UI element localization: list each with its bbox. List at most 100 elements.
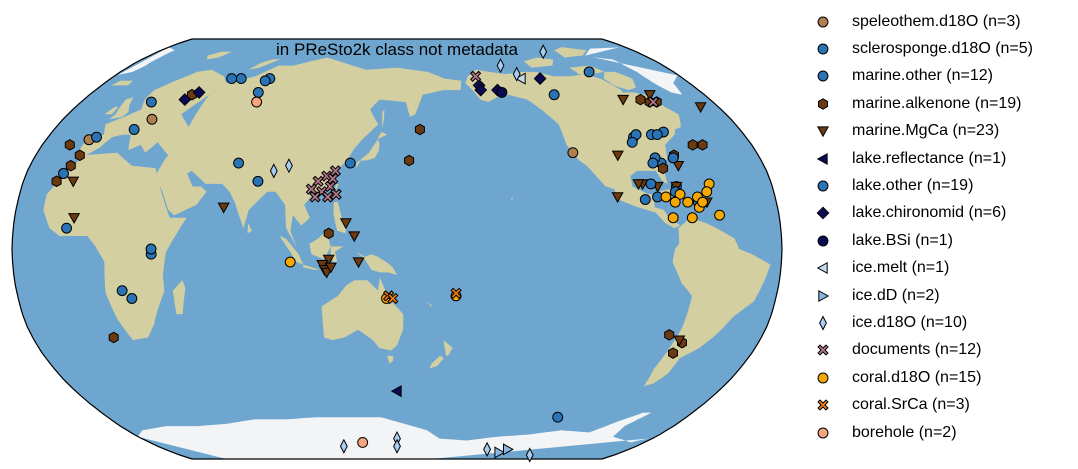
site-marker-documents	[469, 70, 482, 82]
legend-marker-icon	[816, 206, 830, 220]
land-nz_south	[429, 355, 444, 369]
site-marker-lake_other	[647, 157, 659, 169]
site-marker-documents	[312, 175, 324, 187]
land-asia	[155, 57, 462, 247]
legend-item-bsi: lake.BSi (n=1)	[810, 227, 1072, 254]
site-marker-marine_other	[145, 96, 157, 108]
legend-item-coralsrca: coral.SrCa (n=3)	[810, 391, 1072, 418]
legend-label: documents (n=12)	[852, 341, 982, 359]
site-marker-alkenone	[668, 347, 678, 359]
land-hawaii	[510, 196, 513, 200]
legend-marker-icon	[819, 315, 827, 331]
legend-marker-icon	[817, 71, 829, 82]
legend-marker-icon	[817, 180, 829, 192]
site-marker-mgca	[694, 102, 707, 114]
legend-label: marine.other (n=12)	[852, 67, 993, 85]
site-marker-sclerosponge	[552, 411, 564, 423]
site-marker-marine_other	[126, 293, 138, 304]
site-marker-alkenone	[323, 227, 334, 240]
land-sulawesi	[330, 246, 344, 262]
site-marker-speleothem	[146, 113, 158, 125]
site-marker-alkenone	[51, 175, 62, 188]
legend-label: lake.reflectance (n=1)	[852, 149, 1007, 167]
legend-label: lake.BSi (n=1)	[852, 231, 953, 249]
land-baffin	[603, 71, 636, 91]
site-marker-documents	[322, 191, 334, 203]
legend-label: marine.MgCa (n=23)	[852, 122, 1000, 140]
site-marker-iced18o	[525, 447, 534, 463]
site-marker-reflectance	[390, 385, 402, 398]
legend-item-speleothem: speleothem.d18O (n=3)	[810, 8, 1072, 35]
site-marker-lake_other	[639, 194, 651, 205]
site-marker-lake_other	[128, 124, 140, 135]
site-marker-corald18o	[667, 212, 679, 224]
site-marker-corald18o	[674, 188, 686, 200]
legend-label: sclerosponge.d18O (n=5)	[852, 40, 1033, 58]
site-marker-mgca	[348, 231, 361, 243]
legend-label: coral.SrCa (n=3)	[852, 396, 970, 414]
legend-marker-icon	[817, 43, 829, 55]
site-marker-alkenone	[65, 159, 76, 172]
legend-item-alkenone: marine.alkenone (n=19)	[810, 90, 1072, 117]
legend-item-lake_other: lake.other (n=19)	[810, 172, 1072, 199]
site-marker-lake_other	[259, 75, 271, 87]
site-marker-speleothem	[567, 147, 579, 159]
legend-item-icemelt: ice.melt (n=1)	[810, 255, 1072, 282]
legend-item-marine_other: marine.other (n=12)	[810, 63, 1072, 90]
legend-marker-icon	[817, 427, 829, 438]
land-newguinea	[356, 251, 397, 275]
legend-marker-icon	[816, 262, 828, 275]
site-marker-iced18o	[496, 57, 505, 74]
site-marker-mgca	[611, 192, 624, 204]
legend-item-borehole: borehole (n=2)	[810, 419, 1072, 446]
site-marker-marine_other	[226, 73, 238, 85]
site-marker-coralsrca	[387, 292, 399, 305]
land-britain	[109, 97, 134, 120]
land-tasmania	[387, 355, 394, 364]
site-marker-corald18o	[701, 186, 713, 198]
legend-label: borehole (n=2)	[852, 423, 957, 441]
legend-label: lake.chironomid (n=6)	[852, 204, 1007, 222]
site-marker-corald18o	[714, 209, 726, 221]
site-marker-alkenone	[404, 154, 415, 167]
land-arctic_is1	[523, 57, 553, 68]
site-marker-chironomid	[533, 72, 547, 85]
legend-item-chironomid: lake.chironomid (n=6)	[810, 200, 1072, 227]
site-marker-marine_other	[235, 73, 247, 85]
legend-marker-icon	[817, 399, 829, 411]
land-japan	[356, 139, 380, 169]
legend-marker-icon	[817, 235, 829, 247]
land-madagascar	[172, 280, 186, 315]
site-marker-lake_other	[626, 136, 638, 148]
map-title: in PReSto2k class not metadata	[276, 40, 518, 59]
site-marker-mgca	[324, 262, 337, 274]
site-marker-iced18o	[483, 441, 492, 457]
site-marker-mgca	[673, 335, 686, 347]
legend-label: lake.other (n=19)	[852, 177, 974, 195]
site-marker-documents	[647, 96, 659, 108]
site-marker-iced18o	[512, 66, 521, 82]
site-marker-lake_other	[252, 175, 264, 187]
site-marker-lake_other	[548, 89, 560, 101]
site-marker-documents	[327, 173, 339, 185]
site-marker-alkenone	[108, 331, 119, 344]
site-marker-coralsrca	[450, 287, 462, 299]
legend-item-documents: documents (n=12)	[810, 337, 1072, 364]
land-nz_north	[443, 340, 453, 356]
legend: speleothem.d18O (n=3) sclerosponge.d18O (…	[810, 8, 1072, 446]
site-marker-documents	[330, 188, 342, 200]
land-svalbard	[207, 51, 233, 60]
site-markers	[51, 44, 726, 463]
legend-label: coral.d18O (n=15)	[852, 368, 982, 386]
legend-item-iced18o: ice.d18O (n=10)	[810, 309, 1072, 336]
land-hokkaido	[377, 132, 388, 140]
site-marker-alkenone	[64, 139, 75, 151]
site-marker-alkenone	[664, 329, 675, 341]
site-marker-alkenone	[414, 123, 425, 136]
site-marker-documents	[309, 191, 321, 203]
legend-label: ice.dD (n=2)	[852, 286, 940, 304]
site-marker-mgca	[611, 150, 624, 162]
legend-item-reflectance: lake.reflectance (n=1)	[810, 145, 1072, 172]
site-marker-chironomid	[474, 83, 488, 97]
legend-marker-icon	[817, 372, 829, 384]
